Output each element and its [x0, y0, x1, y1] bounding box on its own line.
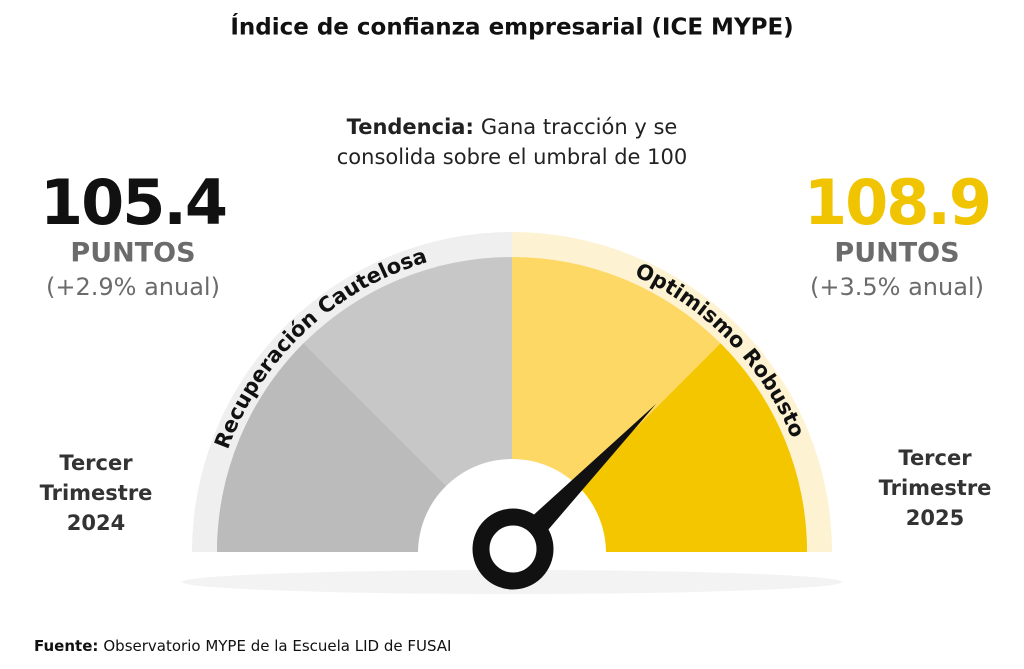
left-period: Trimestre — [40, 481, 153, 505]
source: Fuente: Observatorio MYPE de la Escuela L… — [34, 637, 451, 655]
needle-hub — [472, 508, 554, 590]
gauge: Recuperación Cautelosa Optimismo Robusto — [182, 232, 842, 594]
right-value: 108.9 — [804, 166, 990, 239]
source-label: Fuente: — [34, 637, 98, 655]
right-period: Trimestre — [879, 476, 992, 500]
left-period: Tercer — [59, 451, 133, 475]
title: Índice de confianza empresarial (ICE MYP… — [230, 13, 793, 41]
left-unit: PUNTOS — [70, 238, 195, 269]
left-period: 2024 — [67, 511, 125, 535]
source-text: Observatorio MYPE de la Escuela LID de F… — [103, 637, 451, 655]
trend-label: Tendencia: — [347, 115, 474, 139]
right-change: (+3.5% anual) — [810, 273, 984, 301]
left-value: 105.4 — [40, 166, 226, 239]
gauge-hole — [418, 459, 606, 553]
right-unit: PUNTOS — [834, 238, 959, 269]
left-change: (+2.9% anual) — [46, 273, 220, 301]
trend-line: Tendencia: Gana tracción y se — [347, 115, 678, 139]
trend-text: Gana tracción y se — [481, 115, 677, 139]
right-period: Tercer — [898, 446, 972, 470]
trend-text: consolida sobre el umbral de 100 — [337, 145, 687, 169]
right-period: 2025 — [906, 506, 964, 530]
